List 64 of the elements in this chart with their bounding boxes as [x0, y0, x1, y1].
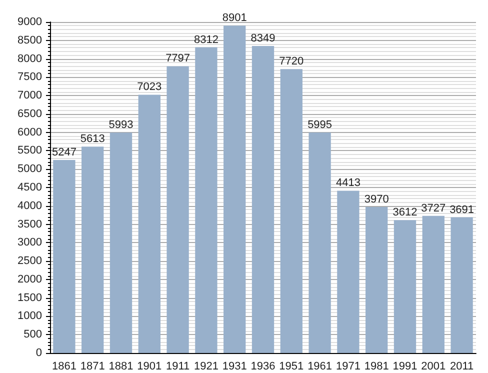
bar — [394, 220, 416, 353]
data-label: 3612 — [392, 206, 418, 219]
y-tick-label: 1000 — [18, 310, 42, 322]
x-tick-label: 1901 — [137, 360, 162, 372]
y-tick-label: 500 — [24, 328, 42, 341]
x-tick-label: 2001 — [421, 360, 446, 372]
data-label: 5993 — [108, 119, 134, 132]
bar — [337, 190, 360, 353]
y-tick-label: 8000 — [18, 52, 42, 65]
x-tick-label: 1936 — [250, 360, 276, 372]
y-tick-label: 7500 — [18, 71, 42, 84]
data-label: 7023 — [137, 81, 162, 94]
bar — [195, 47, 218, 353]
bar — [53, 160, 76, 353]
x-tick-label: 1981 — [364, 360, 389, 372]
y-tick-label: 2500 — [18, 255, 42, 268]
data-label: 8349 — [250, 32, 276, 44]
data-label: 5995 — [308, 119, 332, 132]
y-tick-label: 4000 — [18, 200, 42, 212]
y-tick-label: 0 — [36, 347, 42, 359]
bar — [252, 46, 274, 353]
data-label: 5613 — [80, 133, 105, 146]
data-label: 3691 — [450, 204, 474, 216]
bar — [422, 216, 444, 353]
y-tick-label: 9000 — [18, 16, 42, 28]
x-tick-label: 1921 — [194, 360, 218, 372]
x-tick-label: 1931 — [222, 360, 247, 372]
x-tick-label: 1961 — [308, 360, 332, 372]
x-tick-label: 1991 — [392, 360, 418, 372]
bar — [280, 69, 302, 353]
y-tick-label: 3000 — [18, 236, 42, 249]
y-tick-label: 5500 — [18, 144, 42, 157]
bar — [308, 132, 331, 353]
data-label: 7720 — [279, 56, 304, 68]
x-tick-label: 1951 — [279, 360, 304, 372]
x-tick-label: 1871 — [80, 360, 105, 372]
x-tick-label: 1881 — [108, 360, 134, 372]
y-tick-label: 4500 — [18, 182, 42, 194]
data-label: 8312 — [194, 34, 218, 46]
data-label: 4413 — [336, 177, 360, 190]
data-label: 8901 — [222, 12, 247, 24]
x-tick-label: 2011 — [450, 360, 474, 372]
x-tick-label: 1971 — [336, 360, 360, 372]
y-tick-label: 5000 — [18, 163, 42, 176]
data-label: 5247 — [52, 146, 76, 159]
y-tick-label: 1500 — [18, 292, 42, 304]
y-tick-label: 2000 — [18, 273, 42, 286]
bar — [138, 94, 160, 353]
bar — [450, 217, 473, 353]
bar — [366, 206, 388, 353]
y-tick-label: 3500 — [18, 218, 42, 230]
bar — [166, 66, 189, 353]
bar — [110, 132, 132, 353]
data-label: 3727 — [421, 202, 446, 214]
y-tick-label: 8500 — [18, 34, 42, 46]
x-tick-label: 1911 — [166, 360, 190, 372]
data-label: 3970 — [364, 193, 389, 206]
data-label: 7797 — [166, 52, 190, 65]
bar — [82, 146, 104, 353]
bar — [224, 26, 246, 353]
y-tick-label: 6500 — [18, 108, 42, 120]
x-tick-label: 1861 — [52, 360, 76, 372]
y-tick-label: 7000 — [18, 90, 42, 102]
y-tick-label: 6000 — [18, 126, 42, 138]
